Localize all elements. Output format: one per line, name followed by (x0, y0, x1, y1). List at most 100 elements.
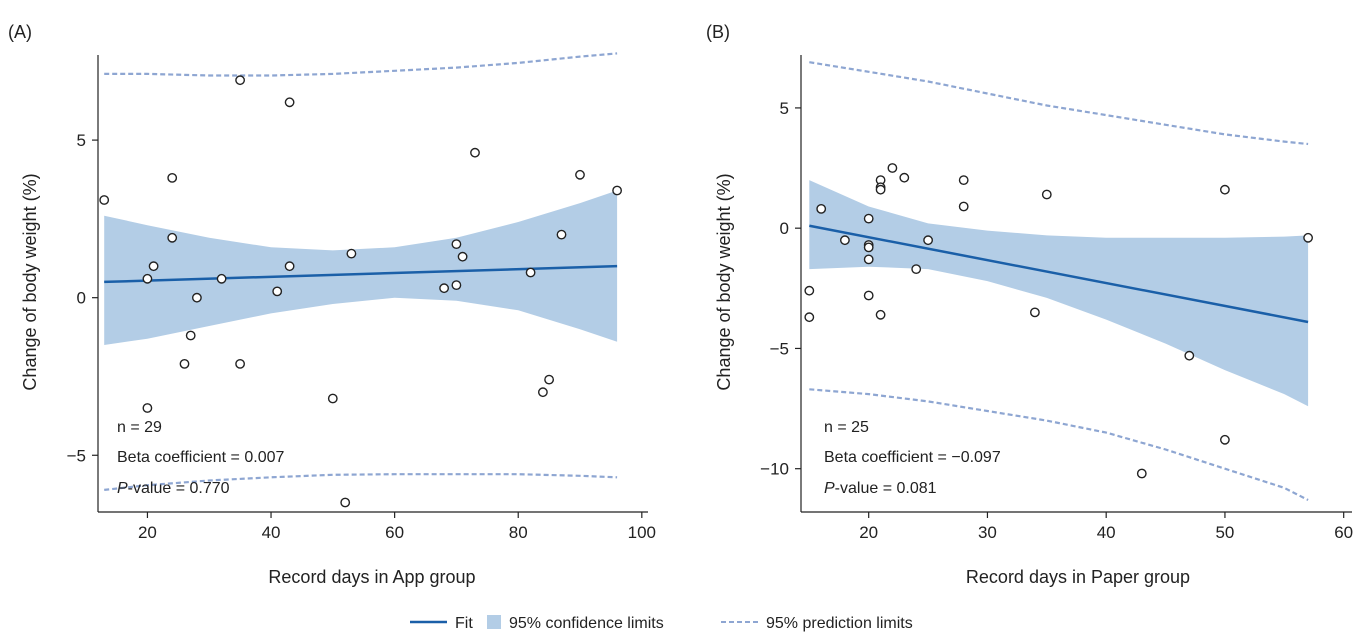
panel-b-data-point (1184, 350, 1195, 361)
panel-b: (B) 20 30 40 50 60 −10 −5 0 5 Record days in Pap… (706, 22, 1353, 587)
panel-b-confidence-band (809, 180, 1309, 407)
panel-a-data-point (191, 292, 202, 303)
panel-a-data-point (612, 185, 622, 196)
panel-a-x-tick-label: 100 (628, 523, 656, 542)
panel-b-y-tick-label: 0 (780, 219, 789, 238)
panel-a-y-tick-label: −5 (67, 446, 86, 465)
panel-b-data-point (863, 254, 874, 265)
panel-a-data-point (179, 358, 190, 369)
panel-b-data-point (1220, 434, 1230, 445)
panel-a-data-point (185, 330, 196, 341)
panel-b-y-tick-label: 5 (780, 99, 789, 118)
panel-a-x-tick-label: 60 (385, 523, 404, 542)
panel-b-data-point (863, 242, 874, 253)
panel-a-data-point (216, 273, 227, 284)
panel-a-label: (A) (8, 22, 32, 42)
legend: Fit 95% confidence limits 95% prediction… (410, 615, 913, 632)
panel-b-data-point (899, 172, 910, 183)
panel-b-data-point (1041, 189, 1052, 200)
panel-b-xlabel: Record days in Paper group (966, 567, 1190, 587)
panel-a-prediction-upper (104, 52, 618, 77)
panel-b-data-point (804, 312, 815, 323)
panel-b-data-point (911, 264, 922, 274)
panel-b-y-tick-label: −5 (770, 339, 789, 358)
panel-a-data-point (525, 267, 536, 278)
panel-a-x-tick-label: 20 (138, 523, 157, 542)
panel-a-data-point (575, 169, 585, 180)
panel-a-data-point (142, 403, 153, 413)
panel-b-x-tick-label: 20 (859, 523, 878, 542)
panel-a-data-point (556, 229, 567, 240)
panel-b-annotation: n = 25 Beta coefficient = −0.097 P-value… (824, 419, 1001, 497)
panel-a-confidence-band (104, 190, 618, 345)
panel-b-x-tick-label: 40 (1097, 523, 1116, 542)
plot-b-area: 20 30 40 50 60 −10 −5 0 5 (760, 55, 1353, 542)
panel-a-pvalue: P-value = 0.770 (117, 480, 230, 497)
panel-b-data-point (887, 163, 898, 173)
panel-b-data-point (1220, 184, 1230, 195)
panel-a-data-point (167, 232, 178, 243)
panel-a-data-point (451, 239, 462, 250)
panel-a-xlabel: Record days in App group (268, 567, 475, 587)
panel-a-y-tick-label: 5 (77, 131, 86, 150)
panel-b-data-point (840, 235, 850, 246)
panel-a-n: n = 29 (117, 419, 162, 436)
panel-a-x-tick-label: 40 (262, 523, 281, 542)
panel-b-data-point (875, 184, 886, 195)
panel-b-x-tick-label: 30 (978, 523, 997, 542)
plot-a-area: 20 40 60 80 100 −5 0 5 (67, 52, 656, 542)
panel-b-data-point (1030, 307, 1040, 318)
panel-b-data-point (1303, 232, 1314, 243)
panel-a-data-point (439, 283, 449, 294)
panel-a-data-point (272, 286, 283, 297)
panel-b-data-point (958, 201, 969, 212)
panel-b-beta: Beta coefficient = −0.097 (824, 449, 1001, 466)
panel-a-data-point (142, 273, 153, 284)
panel-b-data-point (875, 309, 886, 320)
panel-a-data-point (457, 251, 468, 262)
panel-a-data-point (99, 195, 110, 205)
panel-b-data-point (1136, 468, 1147, 479)
panel-b-data-point (863, 290, 874, 301)
panel-a-data-point (538, 387, 548, 398)
legend-fit-label: Fit (455, 615, 473, 632)
panel-b-ylabel: Change of body weight (%) (714, 173, 734, 390)
panel-a-beta: Beta coefficient = 0.007 (117, 449, 284, 466)
panel-b-x-tick-label: 50 (1215, 523, 1234, 542)
legend-prediction-label: 95% prediction limits (766, 615, 913, 632)
panel-a-data-point (148, 261, 159, 272)
panel-b-data-point (958, 175, 969, 186)
legend-confidence-label: 95% confidence limits (509, 615, 664, 632)
panel-b-prediction-lower (809, 388, 1309, 501)
panel-a-data-point (346, 248, 357, 259)
panel-a-y-tick-label: 0 (77, 289, 86, 308)
panel-a-annotation: n = 29 Beta coefficient = 0.007 P-value … (117, 419, 284, 497)
panel-a-x-tick-label: 80 (509, 523, 528, 542)
panel-a-prediction-lower (104, 473, 618, 491)
panel-b-label: (B) (706, 22, 730, 42)
panel-a-data-point (235, 75, 246, 86)
panel-a-data-point (327, 393, 338, 404)
panel-a-data-point (284, 261, 295, 272)
panel-b-fit-line (809, 224, 1309, 324)
panel-b-data-point (863, 213, 874, 224)
panel-a-data-point (235, 358, 246, 369)
panel-b-data-point (923, 235, 933, 246)
panel-b-x-tick-label: 60 (1334, 523, 1353, 542)
panel-a-data-point (340, 497, 351, 508)
panel-a: (A) 20 40 60 80 100 −5 0 5 Record days in App g… (8, 22, 656, 587)
legend-confidence-swatch (487, 615, 501, 629)
panel-b-prediction-upper (809, 61, 1309, 146)
panel-b-data-point (816, 203, 827, 214)
panel-b-pvalue: P-value = 0.081 (824, 480, 937, 497)
panel-a-data-point (451, 280, 462, 290)
panel-a-data-point (544, 374, 554, 385)
panel-a-data-point (470, 147, 480, 158)
panel-b-n: n = 25 (824, 419, 869, 436)
panel-a-ylabel: Change of body weight (%) (20, 173, 40, 390)
panel-b-data-point (804, 285, 815, 296)
panel-b-y-tick-label: −10 (760, 460, 789, 479)
panel-a-data-point (284, 97, 295, 108)
panel-a-data-point (167, 172, 178, 183)
